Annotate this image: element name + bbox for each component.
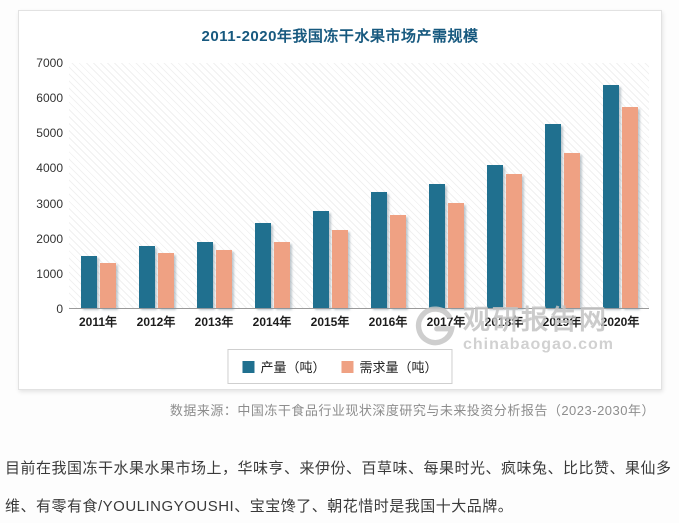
bar-产量（吨）-2018年 bbox=[486, 164, 503, 308]
bar-group-2018年 bbox=[475, 63, 533, 308]
x-label-2011年: 2011年 bbox=[78, 315, 118, 329]
bar-需求量（吨）-2019年 bbox=[563, 152, 580, 308]
y-tick-label: 2000 bbox=[36, 231, 63, 246]
bar-group-2015年 bbox=[301, 63, 359, 308]
legend-item-需求量（吨）: 需求量（吨） bbox=[341, 357, 438, 376]
legend-swatch-icon bbox=[242, 360, 255, 373]
legend-label: 需求量（吨） bbox=[359, 360, 438, 375]
bar-产量（吨）-2017年 bbox=[428, 184, 445, 308]
data-source-note: 数据来源：中国冻干食品行业现状深度研究与未来投资分析报告（2023-2030年） bbox=[169, 403, 655, 418]
bar-需求量（吨）-2012年 bbox=[157, 253, 174, 308]
bar-需求量（吨）-2011年 bbox=[99, 262, 116, 308]
legend-swatch-icon bbox=[341, 360, 354, 373]
bar-产量（吨）-2013年 bbox=[196, 242, 213, 308]
bar-需求量（吨）-2014年 bbox=[273, 242, 290, 308]
bar-产量（吨）-2016年 bbox=[370, 191, 387, 308]
bar-group-2014年 bbox=[243, 63, 301, 308]
bar-group-2012年 bbox=[127, 63, 185, 308]
y-axis: 7000 6000 5000 4000 3000 2000 1000 0 bbox=[19, 56, 63, 316]
x-axis: 2011年 2012年 2013年 2014年 2015年 2016年 2017年 2018年… bbox=[69, 313, 649, 330]
bar-需求量（吨）-2017年 bbox=[447, 203, 464, 308]
chart-card: 2011-2020年我国冻干水果市场产需规模 7000 6000 5000 4000 3… bbox=[18, 10, 662, 390]
x-label-2013年: 2013年 bbox=[194, 315, 234, 329]
legend-label: 产量（吨） bbox=[260, 360, 326, 375]
bar-需求量（吨）-2018年 bbox=[505, 173, 522, 308]
legend-item-产量（吨）: 产量（吨） bbox=[242, 357, 326, 376]
x-label-2015年: 2015年 bbox=[310, 315, 350, 329]
bar-产量（吨）-2012年 bbox=[138, 246, 155, 308]
y-tick-label: 4000 bbox=[36, 161, 63, 176]
x-label-2019年: 2019年 bbox=[542, 315, 582, 329]
bar-需求量（吨）-2020年 bbox=[621, 107, 638, 308]
bar-产量（吨）-2019年 bbox=[544, 123, 561, 308]
bar-group-2016年 bbox=[359, 63, 417, 308]
bar-产量（吨）-2020年 bbox=[602, 84, 619, 308]
x-label-2016年: 2016年 bbox=[368, 315, 408, 329]
x-label-2020年: 2020年 bbox=[600, 315, 640, 329]
bar-产量（吨）-2011年 bbox=[80, 255, 97, 308]
legend: 产量（吨） 需求量（吨） bbox=[227, 349, 453, 384]
bar-group-2017年 bbox=[417, 63, 475, 308]
x-label-2012年: 2012年 bbox=[136, 315, 176, 329]
x-label-2018年: 2018年 bbox=[484, 315, 524, 329]
y-tick-label: 6000 bbox=[36, 91, 63, 106]
body-paragraph: 目前在我国冻干水果水果市场上，华味亨、来伊份、百草味、每果时光、疯味兔、比比赞、… bbox=[5, 460, 672, 515]
bar-需求量（吨）-2016年 bbox=[389, 214, 406, 308]
bar-group-2013年 bbox=[185, 63, 243, 308]
bar-需求量（吨）-2015年 bbox=[331, 229, 348, 308]
y-tick-label: 3000 bbox=[36, 196, 63, 211]
x-label-2014年: 2014年 bbox=[252, 315, 292, 329]
y-tick-label: 5000 bbox=[36, 126, 63, 141]
bar-group-2019年 bbox=[533, 63, 591, 308]
y-tick-label: 7000 bbox=[36, 56, 63, 70]
bar-group-2011年 bbox=[69, 63, 127, 308]
y-tick-label: 0 bbox=[56, 302, 63, 316]
bar-产量（吨）-2015年 bbox=[312, 210, 329, 308]
x-label-2017年: 2017年 bbox=[426, 315, 466, 329]
bar-需求量（吨）-2013年 bbox=[215, 249, 232, 308]
chart-title: 2011-2020年我国冻干水果市场产需规模 bbox=[201, 28, 479, 45]
watermark-domain: chinabaogao.com bbox=[463, 336, 615, 353]
bar-产量（吨）-2014年 bbox=[254, 223, 271, 308]
bar-group-2020年 bbox=[591, 63, 649, 308]
plot-area bbox=[69, 63, 649, 309]
y-tick-label: 1000 bbox=[36, 266, 63, 281]
